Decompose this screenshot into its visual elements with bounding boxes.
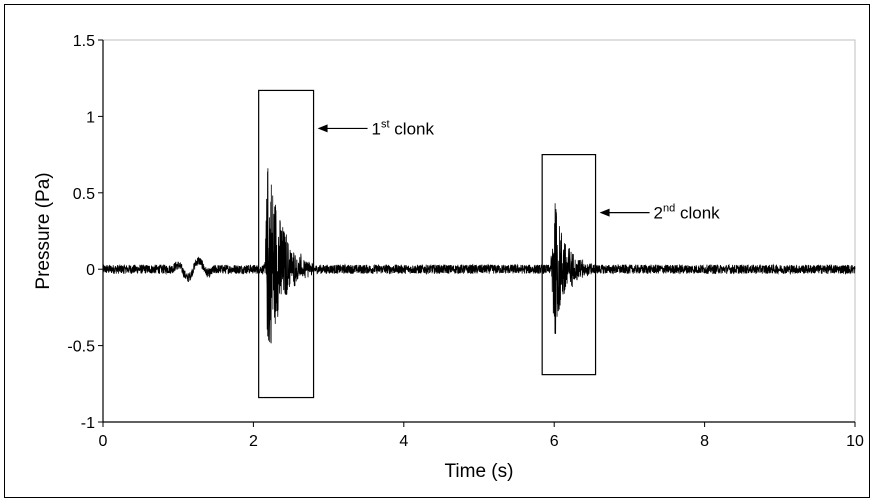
- clonk-label-1: 1st clonk: [372, 118, 435, 138]
- pressure-signal-series: [102, 168, 856, 344]
- x-tick-label: 2: [249, 433, 258, 450]
- plot-area: [102, 39, 856, 423]
- y-tick-label: 1.5: [73, 33, 95, 50]
- chart-frame: 0 2 4 6 8 10 -1 -0.5 0 0.5 1 1.5 1st clonk 2nd clonk…: [4, 4, 870, 498]
- x-tick-label: 10: [846, 433, 864, 450]
- clonk-label-number: 2: [654, 204, 663, 223]
- y-tick-label: -1: [81, 415, 95, 432]
- clonk-arrow-head-1: [317, 124, 328, 133]
- x-tick-label: 0: [99, 433, 108, 450]
- clonk-label-text: clonk: [675, 204, 720, 223]
- pressure-signal-line: [102, 168, 856, 344]
- x-tick-label: 4: [399, 433, 408, 450]
- x-tick-label: 8: [700, 433, 709, 450]
- x-tick-label: 6: [550, 433, 559, 450]
- axes: [102, 40, 855, 423]
- clonk-box-2: [541, 154, 597, 376]
- clonk-label-text: clonk: [390, 119, 435, 138]
- y-axis-title: Pressure (Pa): [33, 172, 54, 289]
- x-axis-title: Time (s): [445, 461, 514, 482]
- clonk-box-1: [258, 89, 315, 399]
- plot-area-border: [102, 39, 856, 423]
- clonk-label-ordinal: nd: [663, 203, 675, 215]
- y-tick-label: 0.5: [73, 186, 95, 203]
- clonk-label-number: 1: [372, 119, 381, 138]
- clonk-label-2: 2nd clonk: [654, 203, 721, 223]
- clonk-arrow-head-2: [599, 208, 610, 217]
- clonk-label-ordinal: st: [381, 118, 390, 130]
- y-tick-label: -0.5: [67, 339, 95, 356]
- y-tick-label: 0: [86, 262, 95, 279]
- y-tick-label: 1: [86, 109, 95, 126]
- axis-ticks: 0 2 4 6 8 10 -1 -0.5 0 0.5 1 1.5: [67, 33, 864, 450]
